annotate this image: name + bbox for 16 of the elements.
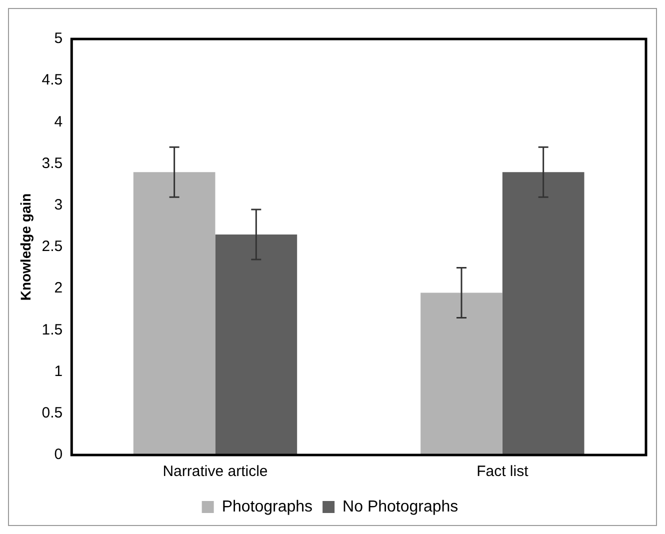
y-tick-label: 0.5 [42, 404, 63, 422]
x-tick-label: Fact list [476, 463, 530, 480]
y-axis-title: Knowledge gain [17, 193, 34, 301]
y-tick-label: 2.5 [42, 238, 63, 256]
y-tick-label: 4 [54, 113, 63, 130]
legend-label: No Photographs [342, 498, 458, 516]
y-tick-label: 1.5 [42, 321, 63, 338]
y-tick-label: 2 [54, 280, 63, 297]
y-tick-label: 4.5 [42, 72, 63, 89]
y-tick-label: 3 [54, 196, 63, 214]
y-tick-label: 1 [54, 362, 63, 380]
legend-label: Photographs [222, 498, 313, 516]
x-tick-label: Narrative article [162, 463, 268, 480]
y-tick-label: 0 [54, 446, 63, 464]
y-tick-label: 3.5 [42, 154, 63, 172]
y-tick-label: 5 [54, 30, 63, 48]
